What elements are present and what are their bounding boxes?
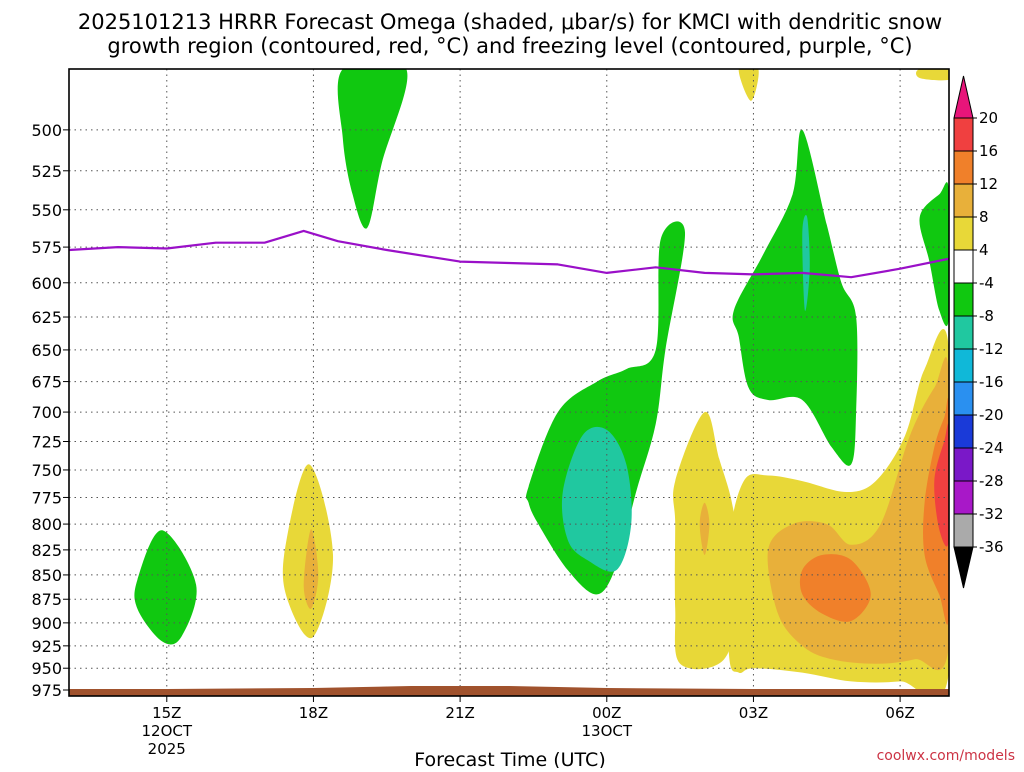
x-tick-year-15Z: 2025 — [148, 740, 186, 758]
colorbar-bottom-arrow — [953, 546, 974, 589]
x-axis-label: Forecast Time (UTC) — [414, 749, 605, 768]
y-tick-label-700: 700 — [31, 403, 62, 422]
y-tick-label-675: 675 — [31, 373, 62, 392]
colorbar-label-20: 20 — [979, 109, 998, 127]
colorbar-band-0 — [953, 117, 974, 152]
colorbar-band-9 — [953, 414, 974, 449]
colorbar-label-8: 8 — [979, 208, 989, 226]
y-tick-label-575: 575 — [31, 238, 62, 257]
y-tick-label-875: 875 — [31, 590, 62, 609]
x-tick-label-00Z: 00Z — [592, 704, 621, 722]
x-tick-label-06Z: 06Z — [885, 704, 914, 722]
x-tick-date-15Z: 12OCT — [142, 722, 193, 740]
colorbar-label-16: 16 — [979, 142, 998, 160]
colorbar-top-arrow — [953, 75, 974, 119]
y-tick-label-750: 750 — [31, 461, 62, 480]
y-tick-label-800: 800 — [31, 515, 62, 534]
omega-region-green-15z — [134, 530, 197, 645]
y-tick-label-900: 900 — [31, 614, 62, 633]
chart-title-line1: 2025101213 HRRR Forecast Omega (shaded, … — [78, 10, 942, 34]
freezing-level-line — [69, 229, 949, 279]
omega-region-green-upper-19z — [337, 69, 408, 229]
colorbar-band-3 — [953, 216, 974, 251]
y-tick-label-725: 725 — [31, 433, 62, 452]
y-tick-label-625: 625 — [31, 308, 62, 327]
y-tick-label-850: 850 — [31, 566, 62, 585]
colorbar-band-11 — [953, 480, 974, 515]
colorbar-label--28: -28 — [979, 472, 1004, 490]
plot-frame — [68, 68, 950, 697]
colorbar-label--24: -24 — [979, 439, 1004, 457]
colorbar-band-4 — [953, 249, 974, 284]
freezing-level-layer — [69, 229, 949, 279]
y-tick-label-925: 925 — [31, 637, 62, 656]
x-tick-label-21Z: 21Z — [445, 704, 474, 722]
colorbar-label--12: -12 — [979, 340, 1004, 358]
omega-region-teal-04z — [802, 214, 810, 312]
omega-region-orange-right — [799, 554, 871, 622]
pressure-axis: 500 525 550 575 600 625 650 675 700 725 750 775 800 8… — [31, 121, 69, 700]
colorbar: 20 16 12 8 4 -4 -8 -12 -16 -20 -24 -28 -32 -36 — [953, 75, 1004, 589]
y-tick-label-650: 650 — [31, 341, 62, 360]
colorbar-band-7 — [953, 348, 974, 383]
colorbar-label--16: -16 — [979, 373, 1004, 391]
y-tick-label-825: 825 — [31, 541, 62, 560]
colorbar-band-6 — [953, 315, 974, 350]
colorbar-band-2 — [953, 183, 974, 218]
omega-region-orange-02z — [699, 502, 710, 555]
y-tick-label-950: 950 — [31, 659, 62, 678]
omega-shaded-regions — [134, 69, 949, 696]
omega-region-orange-18z — [303, 529, 319, 609]
chart-title-line2: growth region (contoured, red, °C) and f… — [107, 34, 912, 58]
y-tick-label-550: 550 — [31, 201, 62, 220]
colorbar-band-12 — [953, 513, 974, 548]
colorbar-label--36: -36 — [979, 538, 1004, 556]
y-tick-label-975: 975 — [31, 681, 62, 700]
colorbar-band-1 — [953, 150, 974, 185]
y-tick-label-500: 500 — [31, 121, 62, 140]
y-tick-label-600: 600 — [31, 274, 62, 293]
colorbar-label-12: 12 — [979, 175, 998, 193]
colorbar-band-8 — [953, 381, 974, 416]
x-tick-label-15Z: 15Z — [152, 704, 181, 722]
colorbar-label--20: -20 — [979, 406, 1004, 424]
y-tick-label-525: 525 — [31, 162, 62, 181]
terrain-layer — [69, 686, 949, 696]
omega-region-green-04z — [732, 129, 858, 466]
omega-region-green-right — [919, 182, 949, 327]
colorbar-label-4: 4 — [979, 241, 989, 259]
colorbar-band-5 — [953, 282, 974, 317]
omega-region-teal-00z — [561, 426, 632, 572]
colorbar-label--8: -8 — [979, 307, 994, 325]
x-tick-label-18Z: 18Z — [299, 704, 328, 722]
colorbar-label--4: -4 — [979, 274, 994, 292]
y-tick-label-775: 775 — [31, 488, 62, 507]
omega-region-yellow-top-right — [916, 69, 949, 81]
x-tick-label-03Z: 03Z — [739, 704, 768, 722]
credit-link[interactable]: coolwx.com/models — [877, 748, 1015, 764]
colorbar-band-10 — [953, 447, 974, 482]
colorbar-label--32: -32 — [979, 505, 1004, 523]
omega-region-red-edge — [934, 423, 949, 547]
terrain-strip — [69, 686, 949, 696]
x-tick-date-00Z: 13OCT — [582, 722, 633, 740]
omega-region-yellow-top-03z — [738, 69, 759, 101]
